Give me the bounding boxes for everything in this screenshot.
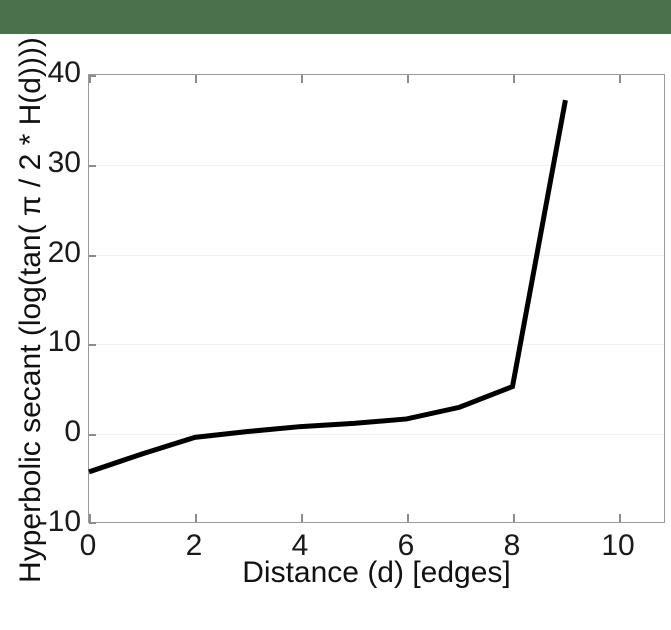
x-axis-title: Distance (d) [edges]: [242, 556, 511, 589]
x-tick-label-0: 0: [79, 529, 97, 562]
x-tick-0: [89, 514, 91, 522]
gridline-y-20: [89, 255, 664, 256]
y-tick-label-0: 0: [64, 415, 81, 448]
x-tick-6: [407, 514, 409, 522]
y-tick-30: [89, 165, 96, 167]
x-tick-label-2: 2: [185, 529, 203, 562]
x-tick-top-0: [89, 75, 91, 83]
x-tick-top-6: [407, 75, 409, 83]
y-tick-label-minus-10: -10: [37, 505, 81, 538]
series-line-hyperbolic-secant: [88, 99, 568, 475]
x-tick-4: [301, 514, 303, 522]
top-banner-band: [0, 0, 671, 34]
y-tick-0: [89, 434, 96, 436]
y-tick-20: [89, 255, 96, 257]
y-tick-label-40: 40: [47, 56, 81, 89]
x-tick-top-4: [301, 75, 303, 83]
y-tick-minus-10: [89, 522, 96, 524]
x-tick-2: [195, 514, 197, 522]
data-series-svg: [88, 99, 568, 475]
x-tick-10: [619, 514, 621, 522]
plot-area: [88, 74, 665, 524]
gridline-y-0: [89, 434, 664, 435]
x-tick-label-8: 8: [503, 529, 521, 562]
gridline-y-30: [89, 165, 664, 166]
x-tick-8: [513, 514, 515, 522]
y-tick-10: [89, 344, 96, 346]
y-tick-40: [89, 75, 96, 77]
x-tick-top-8: [513, 75, 515, 83]
x-tick-label-6: 6: [397, 529, 415, 562]
y-tick-label-30: 30: [47, 146, 81, 179]
x-tick-label-10: 10: [601, 529, 635, 562]
chart-figure: 40 30 20 10 0 -10 0 2 4 6 8 10: [0, 0, 671, 589]
y-axis-title: Hyperbolic secant (log(tan( π / 2 * H(d)…: [14, 37, 47, 583]
x-tick-label-4: 4: [291, 529, 309, 562]
y-tick-label-10: 10: [47, 325, 81, 358]
y-tick-label-20: 20: [47, 236, 81, 269]
gridline-y-10: [89, 344, 664, 345]
x-tick-top-10: [619, 75, 621, 83]
x-tick-top-2: [195, 75, 197, 83]
